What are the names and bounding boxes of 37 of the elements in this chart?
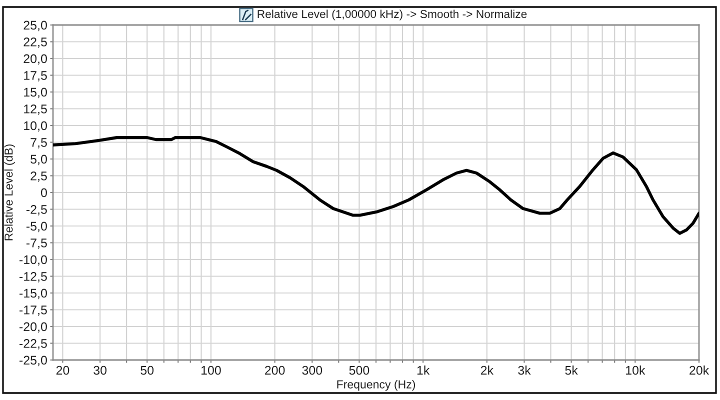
x-tick-label: 20	[56, 366, 70, 375]
y-tick-label: -15,0	[20, 288, 47, 300]
x-tick-label: 5k	[565, 366, 578, 375]
x-tick-label: 100	[201, 366, 221, 375]
x-tick-label: 10k	[626, 366, 646, 375]
y-tick-label: 25,0	[24, 20, 47, 32]
y-tick-label: 22,5	[24, 38, 47, 48]
x-tick-label: 3k	[518, 366, 531, 375]
y-tick-label: -12,5	[20, 272, 47, 282]
x-tick-label: 30	[94, 366, 107, 375]
y-tick-label: -7,5	[26, 238, 47, 249]
chart-title: Relative Level (1,00000 kHz) -> Smooth -> Normalize	[258, 10, 527, 20]
y-axis-title: Relative Level (dB)	[4, 144, 15, 240]
y-tick-label: -2,5	[26, 205, 47, 216]
y-tick-label: -10,0	[20, 255, 47, 266]
y-tick-label: 7,5	[30, 138, 47, 148]
y-tick-label: -20,0	[20, 322, 47, 333]
y-tick-label: 20,0	[24, 54, 47, 65]
y-tick-label: 5,0	[30, 154, 47, 166]
x-tick-label: 2k	[480, 366, 494, 375]
x-tick-label: 200	[265, 366, 285, 375]
y-tick-label: -22,5	[20, 339, 47, 350]
x-tick-label: 1k	[417, 366, 430, 375]
y-tick-label: 2,5	[30, 172, 47, 182]
y-tick-label: 12,5	[24, 104, 47, 115]
y-tick-label: 15,0	[24, 88, 47, 98]
y-tick-label: 10,0	[24, 121, 47, 132]
y-tick-label: 17,5	[24, 71, 47, 82]
x-tick-label: 50	[140, 366, 154, 375]
y-tick-label: 0	[40, 188, 47, 198]
x-tick-label: 500	[349, 366, 370, 375]
x-tick-label: 300	[302, 366, 322, 375]
y-tick-label: -17,5	[20, 306, 47, 316]
y-tick-label: -5,0	[26, 222, 47, 232]
x-tick-label: 20k	[690, 366, 710, 375]
x-axis-title: Frequency (Hz)	[337, 380, 416, 391]
y-tick-label: -25,0	[20, 356, 47, 366]
